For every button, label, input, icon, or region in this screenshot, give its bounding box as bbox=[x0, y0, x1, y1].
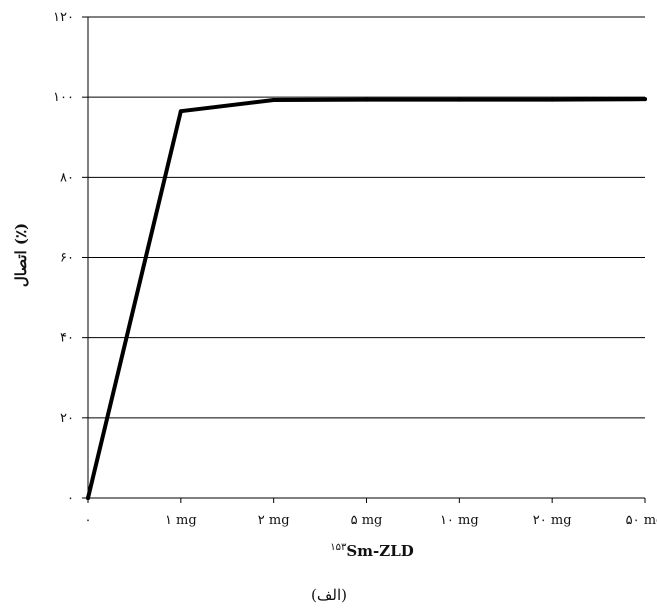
data-point bbox=[178, 109, 183, 114]
data-point bbox=[364, 97, 369, 102]
data-point bbox=[86, 496, 90, 500]
y-tick-label: ۶٠ bbox=[60, 251, 74, 266]
x-tick-label: ۵ mg bbox=[351, 513, 383, 528]
y-tick-label: ٠ bbox=[67, 491, 74, 506]
x-tick-label: ۵٠ mg bbox=[626, 513, 657, 528]
x-axis-title: ١۵٣Sm-ZLD bbox=[330, 542, 414, 560]
x-axis-title-main: Sm-ZLD bbox=[346, 542, 413, 560]
x-tick-label: ٢٠ mg bbox=[533, 513, 572, 528]
y-tick-labels: ٠ ٢٠ ۴٠ ۶٠ ٨٠ ١٠٠ ١٢٠ bbox=[53, 10, 74, 506]
x-tick-label: ١٠ mg bbox=[440, 513, 479, 528]
x-tick-labels: ٠ ١ mg ٢ mg ۵ mg ١٠ mg ٢٠ mg ۵٠ mg bbox=[85, 498, 657, 528]
series-group bbox=[86, 97, 647, 500]
x-tick-label: ٠ bbox=[85, 513, 92, 528]
y-tick-label: ١٢٠ bbox=[53, 10, 74, 25]
data-point bbox=[271, 97, 276, 102]
series-line bbox=[86, 97, 647, 500]
figure-caption: (الف) bbox=[311, 586, 347, 604]
y-tick-label: ١٠٠ bbox=[53, 90, 74, 105]
grid-lines bbox=[82, 16, 645, 499]
data-point bbox=[457, 97, 462, 102]
x-tick-label: ١ mg bbox=[165, 513, 197, 528]
y-tick-label: ٢٠ bbox=[60, 411, 74, 426]
data-point bbox=[550, 97, 555, 102]
y-axis-title: اتصال (٪) bbox=[12, 223, 30, 287]
y-tick-label: ٨٠ bbox=[60, 170, 74, 185]
x-tick-label: ٢ mg bbox=[258, 513, 290, 528]
data-point bbox=[643, 97, 647, 102]
y-tick-label: ۴٠ bbox=[60, 331, 74, 346]
x-axis-title-superscript: ١۵٣ bbox=[330, 542, 347, 553]
